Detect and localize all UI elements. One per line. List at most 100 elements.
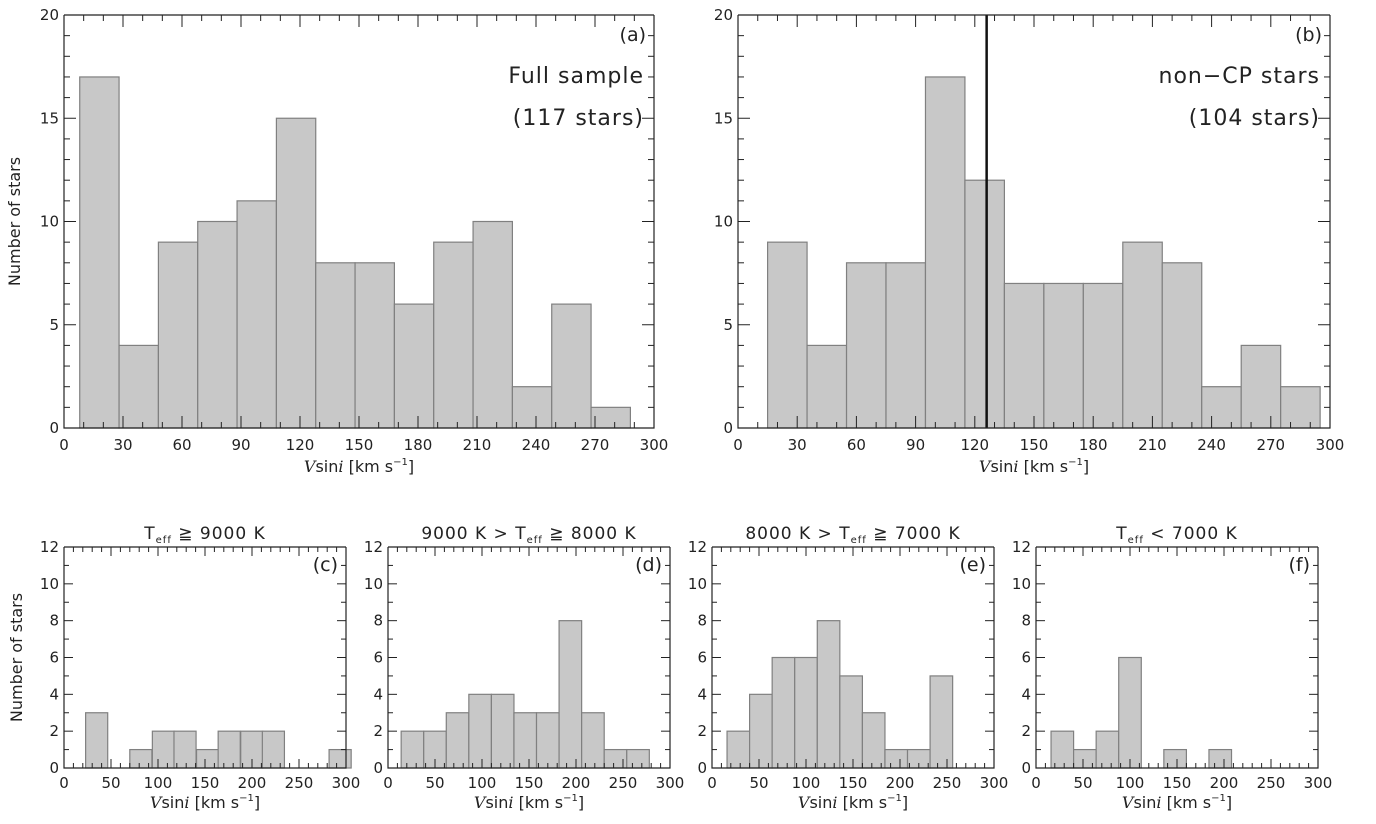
y-tick-label: 0 [373,759,383,777]
chart-panel-2: 0 50 100 150 200 250 300 0 2 4 6 8 10 12 (c) Teff ≧ 900… [7,524,360,812]
bar [1043,282,1084,429]
xlabel-superscript: −1 [239,793,254,804]
y-tick-label: 10 [688,575,707,593]
y-tick-label: 5 [723,316,733,334]
x-axis-label: Vsini [km s−1] [979,457,1089,476]
y-tick-label: 0 [697,759,707,777]
xlabel-sin: sin [315,457,338,476]
xlabel-superscript: −1 [393,457,408,468]
title-subscript: eff [1128,535,1144,546]
x-axis-label: Vsini [km s−1] [304,457,414,476]
y-tick-label: 20 [714,6,733,24]
bar [794,656,818,769]
y-tick-label: 8 [373,612,383,630]
xlabel-close: ] [902,793,908,812]
x-tick-label: 60 [172,436,191,454]
bar [513,712,538,769]
x-tick-label: 0 [733,436,743,454]
bar [816,620,841,769]
panel-tag: (d) [635,554,662,576]
y-axis-label: Number of stars [5,157,24,286]
bar [1201,386,1242,429]
bar [806,344,848,429]
xlabel-v: V [474,793,487,812]
xlabel-v: V [304,457,317,476]
xlabel-sin: sin [1133,793,1156,812]
annotation: Full sample [508,64,644,89]
bar [771,656,796,769]
y-tick-label: 2 [1021,722,1031,740]
x-tick-label: 300 [1316,436,1345,454]
xlabel-i: i [832,793,837,812]
x-tick-label: 90 [906,436,925,454]
x-tick-label: 120 [286,436,315,454]
panel-title: Teff ≧ 9000 K [143,524,265,546]
x-tick-label: 30 [788,436,807,454]
x-tick-label: 180 [404,436,433,454]
title-subscript: eff [851,535,867,546]
x-axis-label: Vsini [km s−1] [474,793,584,812]
chart-panel-1: 0 30 60 90 120 150 180 210 240 270 300 0 5 10 15 20 (b) n… [714,6,1344,476]
bar [511,386,553,429]
bar [275,117,317,429]
bar [195,748,220,769]
xlabel-i: i [1156,793,1161,812]
x-tick-label: 270 [581,436,610,454]
y-tick-label: 4 [49,685,59,703]
bar [1082,282,1124,429]
y-tick-label: 12 [364,538,383,556]
y-tick-label: 10 [714,213,733,231]
y-tick-label: 6 [1021,649,1031,667]
title-text: 9000 K > T [421,524,526,544]
bar [1003,282,1045,429]
x-tick-label: 300 [640,436,669,454]
bar [315,262,356,429]
x-tick-label: 240 [522,436,551,454]
x-tick-label: 60 [847,436,866,454]
bar [236,200,277,429]
panel-tag: (c) [313,554,338,576]
panel-tag: (b) [1295,24,1322,46]
xlabel-superscript: −1 [563,793,578,804]
bar [839,675,864,769]
xlabel-close: ] [1226,793,1232,812]
x-tick-label: 300 [332,774,361,792]
x-tick-label: 210 [463,436,492,454]
bar [261,730,286,769]
panel-tag: (a) [620,24,646,46]
bar [472,220,514,429]
bar [845,262,887,429]
xlabel-close: ] [254,793,260,812]
x-tick-label: 50 [425,774,444,792]
chart-panel-3: 0 50 100 150 200 250 300 0 2 4 6 8 10 12 (d) 9000 K > T… [364,524,684,812]
bar [1161,262,1203,429]
axis-frame [1035,547,1319,769]
x-tick-label: 100 [792,774,821,792]
panel-tag: (f) [1288,554,1310,576]
xlabel-unit: [km s [1162,793,1212,812]
xlabel-i: i [184,793,189,812]
xlabel-close: ] [408,457,414,476]
x-tick-label: 300 [980,774,1009,792]
x-tick-label: 0 [59,436,69,454]
bar [558,620,583,769]
y-tick-label: 0 [49,419,59,437]
chart-panel-5: 0 50 100 150 200 250 300 0 2 4 6 8 10 12 (f) Teff < 700… [1012,524,1332,812]
bar [1122,241,1163,429]
bar [157,241,199,429]
y-tick-label: 0 [1021,759,1031,777]
x-tick-label: 200 [886,774,915,792]
annotation: (104 stars) [1189,106,1320,131]
y-axis-label: Number of stars [7,593,26,722]
bar [551,303,592,429]
y-tick-label: 5 [49,316,59,334]
xlabel-i: i [338,457,343,476]
xlabel-superscript: −1 [1211,793,1226,804]
y-tick-label: 6 [373,649,383,667]
y-tick-label: 2 [373,722,383,740]
bar [924,76,966,429]
xlabel-superscript: −1 [1068,457,1083,468]
y-tick-label: 8 [697,612,707,630]
xlabel-v: V [150,793,163,812]
bar [328,748,352,769]
